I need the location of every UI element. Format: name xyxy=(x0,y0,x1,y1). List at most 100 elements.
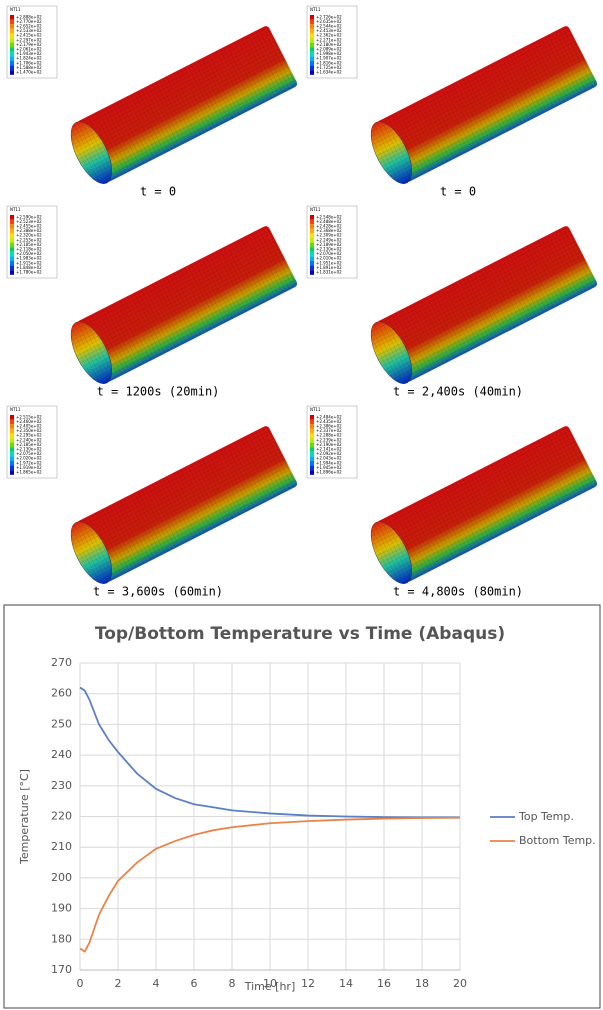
cylinder-mesh xyxy=(377,426,598,582)
legend-swatch xyxy=(10,424,14,429)
legend-swatch xyxy=(10,15,14,20)
legend-value: +2.070e+02 xyxy=(316,251,342,256)
legend-swatch xyxy=(310,56,314,61)
y-tick-label: 210 xyxy=(51,840,72,853)
legend-value: +2.249e+02 xyxy=(316,237,342,242)
legend-label: Top Temp. xyxy=(518,810,574,823)
legend-value: +2.386e+02 xyxy=(316,424,342,429)
legend-swatch xyxy=(10,451,14,457)
cylinder xyxy=(370,426,598,584)
legend-swatch xyxy=(10,56,14,61)
legend-label: Bottom Temp. xyxy=(519,834,596,847)
legend-value: +2.043e+02 xyxy=(316,456,342,461)
legend-swatch xyxy=(10,242,14,248)
legend-value: +2.253e+02 xyxy=(16,237,42,242)
legend-swatch xyxy=(310,38,314,43)
cylinder xyxy=(70,26,298,184)
legend-swatch xyxy=(10,265,14,271)
legend-value: +2.460e+02 xyxy=(16,419,42,424)
line-series xyxy=(79,816,461,953)
legend-value: +1.945e+02 xyxy=(316,465,342,470)
y-tick-label: 180 xyxy=(51,932,72,945)
legend-swatch xyxy=(310,415,314,420)
legend-swatch xyxy=(310,42,314,48)
legend-value: +1.816e+02 xyxy=(316,60,342,65)
legend-swatch xyxy=(10,51,14,57)
legend-swatch xyxy=(310,70,314,75)
legend-value: +1.634e+02 xyxy=(316,70,342,75)
legend-frame xyxy=(306,405,358,479)
chart-title: Top/Bottom Temperature vs Time (Abaqus) xyxy=(95,624,505,644)
legend-value: +2.050e+02 xyxy=(16,251,42,256)
x-tick-label: 10 xyxy=(263,977,277,990)
legend-value: +2.179e+02 xyxy=(16,42,42,47)
legend-swatch xyxy=(310,456,314,461)
legend-swatch xyxy=(10,61,14,66)
legend-swatch xyxy=(310,461,314,466)
legend-value: +2.428e+02 xyxy=(316,224,342,229)
legend-swatch xyxy=(10,219,14,225)
legend-value: +1.915e+02 xyxy=(16,260,42,265)
legend-swatch xyxy=(310,438,314,443)
legend-swatch xyxy=(310,15,314,20)
legend-value: +2.240e+02 xyxy=(16,437,42,442)
legend-value: +1.831e+02 xyxy=(316,270,342,275)
legend-swatch xyxy=(310,465,314,471)
legend-swatch xyxy=(10,233,14,238)
legend-title: NT11 xyxy=(310,207,321,212)
legend-value: +2.320e+02 xyxy=(16,233,42,238)
legend-value: +2.180e+02 xyxy=(316,42,342,47)
cylinder-mesh xyxy=(77,426,298,582)
legend-swatch xyxy=(310,33,314,38)
legend-swatch xyxy=(10,433,14,438)
legend-swatch xyxy=(10,415,14,420)
legend-swatch xyxy=(10,261,14,266)
legend-value: +2.888e+02 xyxy=(16,14,42,19)
legend-value: +2.239e+02 xyxy=(316,437,342,442)
y-tick-label: 230 xyxy=(51,779,72,792)
y-tick-label: 190 xyxy=(51,902,72,915)
legend-swatch xyxy=(310,265,314,271)
legend-title: NT11 xyxy=(310,407,321,412)
y-tick-label: 200 xyxy=(51,871,72,884)
legend-value: +1.907e+02 xyxy=(316,56,342,61)
legend-frame xyxy=(6,5,58,79)
legend-value: +1.919e+02 xyxy=(16,465,42,470)
legend-swatch xyxy=(10,215,14,220)
legend-value: +2.295e+02 xyxy=(16,433,42,438)
x-axis-title: Time [hr] xyxy=(244,980,296,993)
legend-value: +2.484e+02 xyxy=(316,414,342,419)
chart-frame xyxy=(3,604,601,1009)
cylinder xyxy=(370,226,598,384)
legend-value: +1.951e+02 xyxy=(316,260,342,265)
legend-swatch xyxy=(10,224,14,229)
legend-swatch xyxy=(10,465,14,471)
legend-swatch xyxy=(310,224,314,229)
legend-value: +1.725e+02 xyxy=(316,65,342,70)
legend-swatch xyxy=(10,28,14,34)
legend-value: +2.368e+02 xyxy=(316,228,342,233)
x-tick-label: 14 xyxy=(339,977,353,990)
legend-value: +1.998e+02 xyxy=(316,51,342,56)
legend-value: +2.010e+02 xyxy=(316,256,342,261)
legend-value: +2.652e+02 xyxy=(16,24,42,29)
y-tick-label: 260 xyxy=(51,687,72,700)
legend-value: +1.706e+02 xyxy=(16,60,42,65)
legend-value: +2.388e+02 xyxy=(16,228,42,233)
x-tick-label: 12 xyxy=(301,977,315,990)
legend-swatch xyxy=(10,428,14,434)
legend-swatch xyxy=(310,219,314,225)
legend-swatch xyxy=(310,251,314,257)
legend-swatch xyxy=(10,65,14,71)
legend-value: +2.544e+02 xyxy=(316,24,342,29)
legend-value: +2.533e+02 xyxy=(16,28,42,33)
caption: t = 2,400s (40min) xyxy=(393,385,523,399)
cylinder xyxy=(70,426,298,584)
legend-swatch xyxy=(310,261,314,266)
legend-value: +2.453e+02 xyxy=(316,28,342,33)
cylinder-mesh xyxy=(77,226,298,382)
legend-swatch xyxy=(10,19,14,25)
legend-value: +1.896e+02 xyxy=(316,470,342,475)
legend-swatch xyxy=(310,442,314,448)
